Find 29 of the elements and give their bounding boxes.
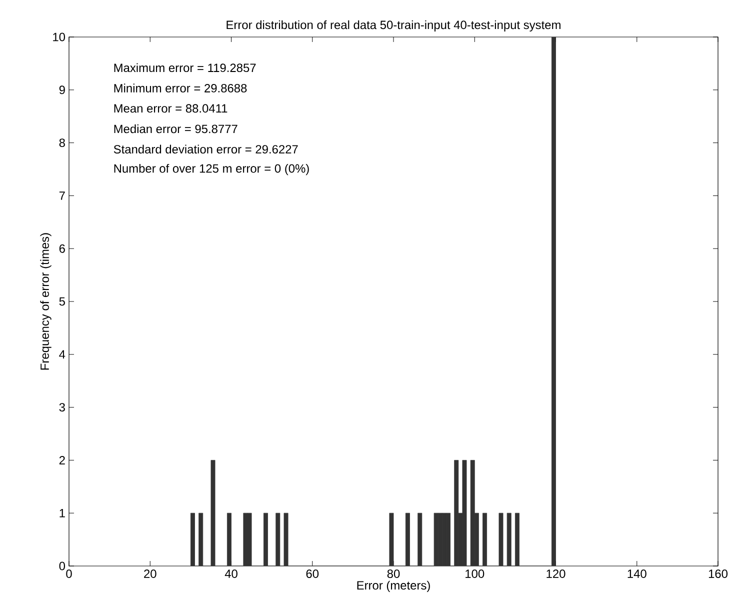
- y-tick-label: 3: [59, 403, 65, 412]
- annotation: Standard deviation error = 29.6227: [114, 144, 298, 154]
- y-tick-label: 10: [53, 32, 66, 42]
- x-tick-label: 0: [66, 570, 72, 578]
- x-tick-label: 20: [144, 570, 156, 578]
- chart-title: Error distribution of real data 50-train-input 40-test-input system: [226, 20, 560, 32]
- annotation: Mean error = 88.0411: [114, 104, 228, 113]
- y-axis-title: Frequency of error (times): [40, 233, 52, 370]
- x-tick-label: 120: [546, 570, 566, 578]
- annotation: Maximum error = 119.2857: [114, 63, 256, 72]
- y-tick-label: 5: [59, 297, 65, 306]
- x-tick-label: 60: [306, 570, 319, 578]
- y-tick-label: 0: [59, 562, 66, 570]
- annotation: Number of over 125 m error = 0 (0%): [114, 164, 309, 176]
- x-tick-label: 80: [387, 570, 400, 578]
- y-tick-label: 4: [59, 350, 66, 359]
- annotation: Median error = 95.8777: [114, 124, 238, 134]
- y-tick-label: 2: [59, 456, 65, 464]
- y-tick-label: 6: [59, 244, 65, 253]
- y-tick-label: 7: [59, 192, 65, 200]
- y-tick-label: 8: [59, 138, 65, 148]
- x-tick-label: 40: [224, 570, 238, 578]
- y-tick-label: 1: [60, 508, 65, 518]
- x-tick-label: 140: [628, 570, 646, 578]
- y-tick-label: 9: [59, 86, 65, 94]
- x-tick-label: 160: [708, 570, 728, 578]
- x-tick-label: 100: [466, 570, 484, 578]
- x-axis-title: Error (meters): [357, 580, 430, 592]
- annotation: Minimum error = 29.8688: [114, 84, 247, 92]
